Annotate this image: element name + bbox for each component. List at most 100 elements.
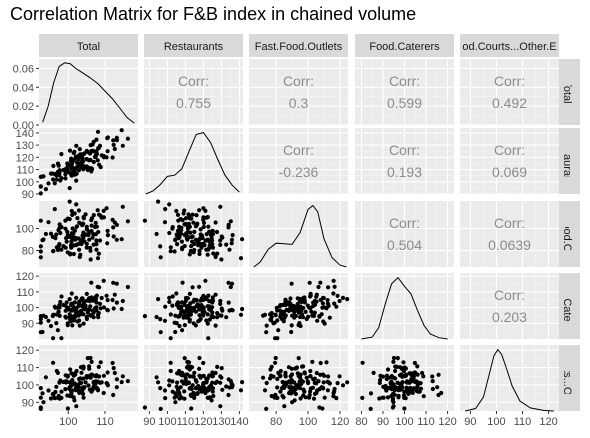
scatter-point — [183, 221, 188, 226]
scatter-point — [81, 312, 86, 317]
scatter-point — [79, 153, 84, 158]
scatter-point — [287, 379, 292, 384]
scatter-point — [57, 313, 62, 318]
scatter-point — [206, 336, 211, 341]
scatter-point — [158, 386, 163, 391]
correlation-value: 0.193 — [387, 164, 422, 180]
scatter-point — [210, 314, 215, 319]
scatter-point — [96, 379, 101, 384]
scatter-point — [84, 227, 89, 232]
scatter-point — [89, 169, 94, 174]
scatter-point — [197, 208, 202, 213]
scatter-point — [178, 231, 184, 236]
scatter-point — [98, 306, 103, 311]
correlation-value: 0.599 — [387, 95, 422, 111]
correlation-value: -0.236 — [279, 164, 319, 180]
scatter-point — [391, 355, 397, 361]
scatter-point — [310, 359, 315, 364]
row-strip — [557, 201, 580, 267]
scatter-point — [178, 312, 183, 317]
scatter-point — [281, 395, 286, 400]
x-tick-label: 120 — [539, 416, 557, 428]
scatter-point — [38, 320, 43, 325]
scatter-point — [187, 291, 192, 296]
scatter-point — [84, 298, 89, 303]
scatter-point — [314, 292, 319, 297]
scatter-point — [402, 395, 407, 400]
scatter-point — [399, 383, 404, 388]
scatter-point — [111, 280, 116, 285]
scatter-point — [185, 381, 191, 386]
scatter-point — [190, 285, 195, 290]
scatter-point — [89, 359, 94, 364]
row-strip — [557, 128, 580, 194]
scatter-point — [63, 245, 68, 250]
scatter-point — [275, 318, 280, 323]
scatter-point — [110, 360, 115, 366]
scatter-point — [271, 321, 276, 326]
scatter-point — [101, 373, 106, 378]
scatter-point — [167, 202, 172, 207]
scatter-point — [89, 313, 94, 318]
scatter-point — [105, 135, 110, 140]
scatter-point — [179, 305, 184, 310]
scatter-point — [59, 176, 64, 181]
scatter-point — [182, 313, 187, 318]
scatter-point — [158, 406, 163, 411]
scatter-point — [300, 364, 305, 369]
scatter-point — [54, 232, 59, 237]
scatter-point — [51, 392, 56, 397]
scatter-point — [87, 229, 92, 234]
scatter-point — [57, 170, 62, 175]
x-tick-label: 100 — [487, 416, 505, 428]
scatter-point — [75, 164, 80, 169]
scatter-point — [170, 389, 175, 394]
scatter-point — [210, 245, 215, 250]
scatter-point — [104, 381, 109, 386]
scatter-point — [308, 293, 313, 298]
scatter-point — [84, 307, 89, 312]
scatter-point — [65, 305, 70, 310]
scatter-point — [391, 382, 396, 387]
scatter-point — [411, 387, 416, 392]
scatter-point — [320, 301, 325, 306]
scatter-point — [96, 146, 101, 151]
scatter-point — [215, 251, 220, 256]
scatter-point — [182, 323, 187, 328]
scatter-point — [94, 224, 99, 229]
scatter-point — [275, 376, 280, 382]
correlation-label: Corr: — [283, 142, 314, 158]
scatter-point — [119, 237, 124, 242]
correlation-value: 0.069 — [492, 164, 527, 180]
y-tick-label: 0.02 — [13, 101, 34, 113]
scatter-point — [219, 257, 224, 262]
scatter-point — [105, 233, 110, 238]
scatter-point — [64, 300, 69, 305]
correlation-label: Corr: — [389, 215, 420, 231]
correlation-value: 0.504 — [387, 237, 422, 253]
scatter-point — [322, 373, 327, 378]
scatter-point — [325, 298, 330, 303]
scatter-point — [273, 355, 278, 361]
scatter-point — [183, 376, 188, 381]
scatter-point — [182, 389, 187, 394]
scatter-point — [98, 360, 103, 365]
scatter-point — [224, 384, 229, 389]
row-strip — [557, 273, 580, 339]
scatter-point — [185, 226, 191, 231]
scatter-point — [111, 234, 116, 239]
scatter-point — [297, 296, 302, 302]
scatter-point — [154, 231, 159, 237]
scatter-point — [63, 387, 68, 392]
scatter-point — [283, 298, 288, 303]
scatter-point — [94, 242, 99, 247]
scatter-point — [229, 237, 235, 242]
scatter-point — [390, 396, 396, 401]
scatter-point — [210, 389, 215, 394]
scatter-point — [163, 396, 168, 401]
scatter-point — [392, 392, 397, 397]
scatter-point — [91, 148, 96, 153]
scatter-point — [197, 313, 202, 318]
scatter-point — [91, 213, 96, 218]
scatter-point — [77, 323, 82, 328]
